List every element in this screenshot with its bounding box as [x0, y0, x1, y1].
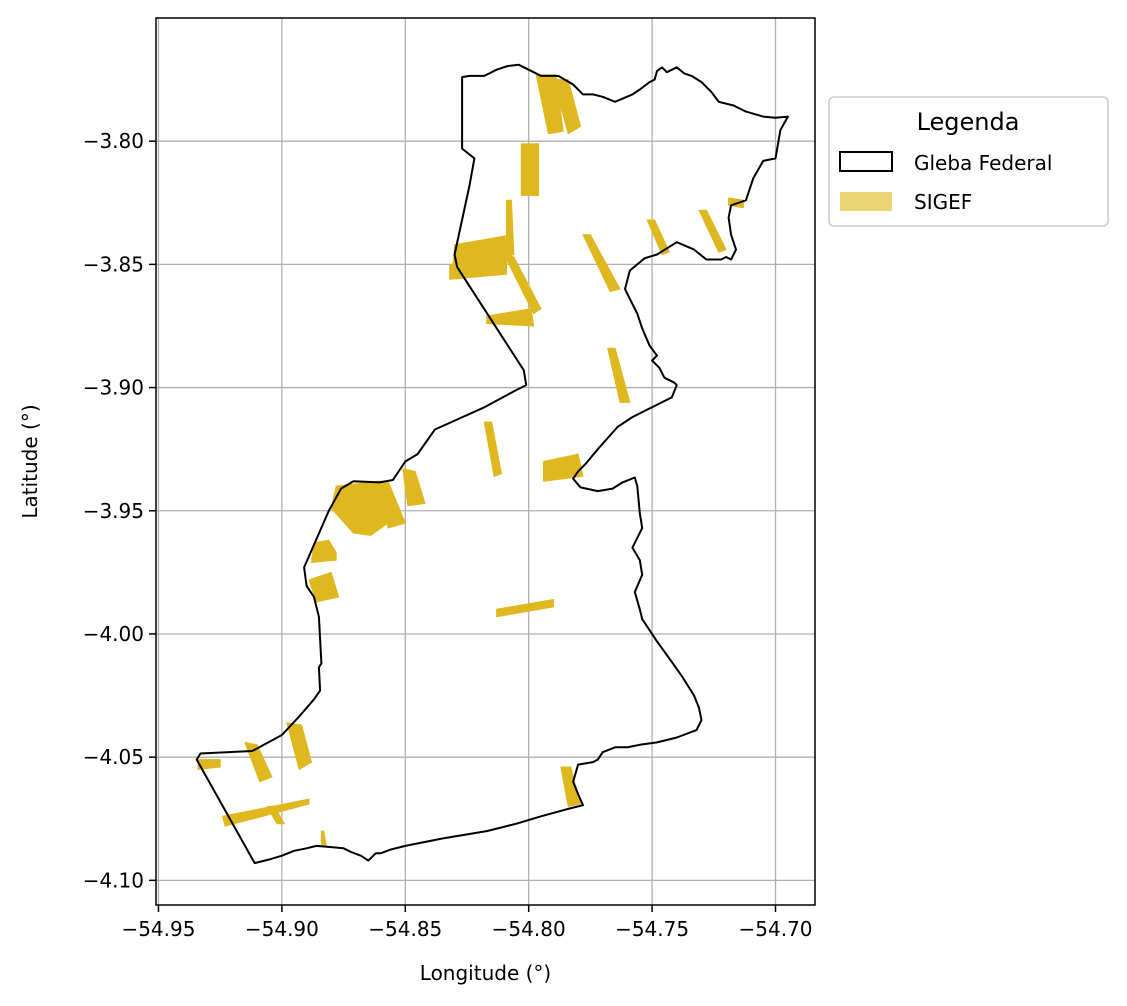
grid: [156, 18, 815, 905]
sigef-parcel: [311, 539, 337, 563]
sigef-parcel: [646, 219, 670, 255]
y-tick-label: −3.85: [83, 252, 144, 276]
legend-title: Legenda: [917, 108, 1020, 136]
legend-box: [828, 96, 1109, 227]
sigef-parcel: [506, 199, 515, 255]
sigef-parcel: [496, 599, 554, 618]
x-tick-label: −54.70: [739, 917, 813, 941]
sigef-parcel: [543, 453, 584, 482]
sigef-parcel: [483, 421, 502, 477]
sigef-parcel: [560, 766, 581, 807]
sigef-layer: [197, 74, 744, 847]
legend: Legenda Gleba Federal SIGEF: [828, 96, 1109, 227]
sigef-parcel: [582, 234, 621, 292]
sigef-parcel: [286, 722, 312, 770]
sigef-parcel: [503, 254, 542, 315]
sigef-parcel: [698, 209, 727, 253]
axis-ticks: −54.95 −54.90 −54.85 −54.80 −54.75 −54.70 −3.8…: [83, 129, 813, 941]
legend-swatch-sigef: [840, 192, 892, 211]
sigef-parcel: [244, 741, 273, 783]
legend-label-gleba-federal: Gleba Federal: [914, 151, 1052, 175]
x-tick-label: −54.85: [368, 917, 442, 941]
legend-swatch-gleba-federal: [839, 151, 893, 172]
sigef-parcel: [266, 805, 285, 825]
y-tick-label: −4.10: [83, 868, 144, 892]
sigef-parcel: [320, 830, 327, 847]
y-tick-label: −4.05: [83, 745, 144, 769]
y-tick-label: −3.90: [83, 376, 144, 400]
legend-label-sigef: SIGEF: [914, 190, 972, 214]
plot-frame: [155, 17, 816, 906]
gleba-federal-layer: [195, 63, 789, 865]
y-axis-label: Latitude (°): [18, 404, 42, 518]
y-tick-label: −4.00: [83, 622, 144, 646]
y-tick-label: −3.80: [83, 129, 144, 153]
gleba-federal-boundary: [195, 63, 789, 865]
x-axis-label: Longitude (°): [420, 961, 551, 985]
x-tick-label: −54.80: [492, 917, 566, 941]
sigef-parcel: [520, 143, 540, 196]
sigef-parcel: [486, 308, 535, 327]
x-tick-label: −54.90: [245, 917, 319, 941]
sigef-parcel: [222, 798, 310, 827]
x-tick-label: −54.75: [615, 917, 689, 941]
sigef-parcel: [402, 468, 426, 507]
x-tick-label: −54.95: [121, 917, 195, 941]
sigef-parcel: [308, 571, 340, 603]
sigef-parcel: [197, 759, 221, 770]
sigef-parcel: [607, 347, 631, 403]
y-tick-label: −3.95: [83, 499, 144, 523]
sigef-parcel: [449, 256, 507, 280]
